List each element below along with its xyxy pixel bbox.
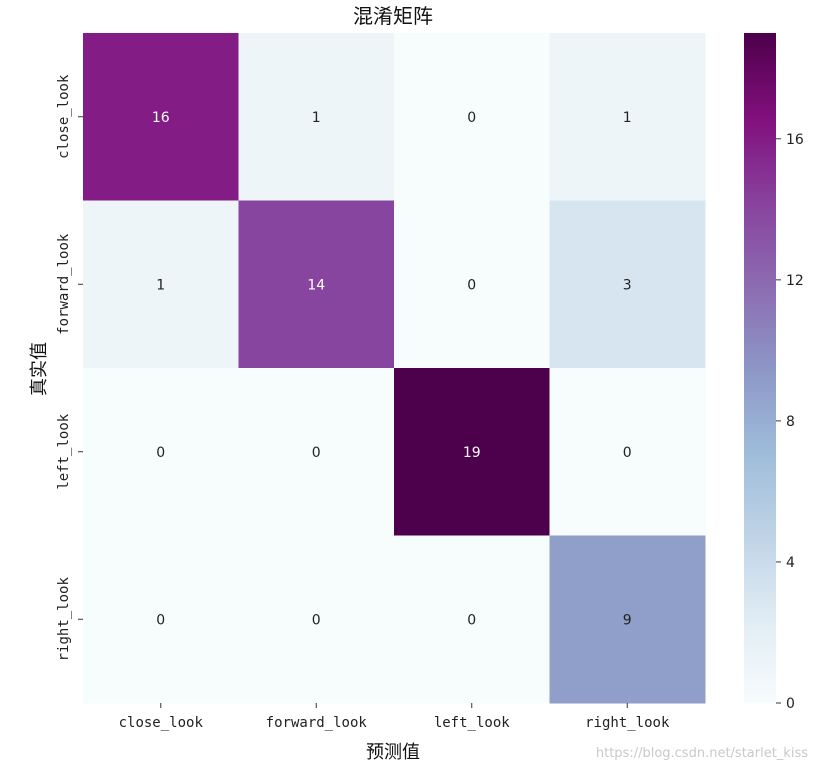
heatmap-cell: [394, 368, 550, 536]
cell-value-label: 0: [467, 277, 476, 293]
cell-value-label: 1: [156, 277, 165, 293]
cell-value-label: 14: [307, 277, 325, 293]
y-tick-label: left_look: [56, 413, 72, 489]
cell-value-label: 1: [623, 110, 632, 126]
cell-value-label: 0: [156, 445, 165, 461]
y-tick-label: right_look: [56, 577, 72, 662]
heatmap-cell: [83, 33, 239, 201]
colorbar-ticks: 0 4 8 12 16: [776, 132, 804, 712]
heatmap-cell: [238, 33, 395, 201]
x-axis-title: 预测值: [366, 742, 420, 763]
cell-value-label: 0: [467, 612, 476, 628]
cell-value-label: 0: [467, 110, 476, 126]
cell-value-label: 0: [312, 445, 321, 461]
heatmap-cell: [83, 200, 239, 369]
y-tick-label: close_look: [56, 74, 72, 159]
x-tick-label: right_look: [585, 715, 670, 731]
y-axis-ticks: close_look forward_look left_look right_loo…: [56, 74, 83, 661]
heatmap-cell: [549, 200, 706, 369]
y-axis-title: 真实值: [29, 342, 50, 396]
colorbar-tick-label: 0: [786, 696, 795, 712]
heatmap-cell: [549, 535, 706, 704]
y-tick-label: forward_look: [56, 233, 72, 335]
chart-title: 混淆矩阵: [353, 4, 433, 28]
cell-value-label: 9: [623, 612, 632, 628]
colorbar-tick-label: 12: [786, 273, 804, 289]
heatmap-cell: [238, 200, 395, 369]
x-tick-label: left_look: [434, 715, 510, 731]
colorbar: [744, 33, 776, 703]
heatmap-cell: [238, 535, 395, 704]
cell-value-label: 3: [623, 277, 632, 293]
cell-value-label: 0: [623, 445, 632, 461]
cell-value-label: 16: [152, 110, 170, 126]
heatmap-cell: [83, 535, 239, 704]
heatmap-cell: [238, 368, 395, 536]
x-tick-label: close_look: [119, 715, 204, 731]
colorbar-tick-label: 4: [786, 555, 795, 571]
colorbar-tick-label: 8: [786, 414, 795, 430]
heatmap-cell: [549, 33, 706, 201]
watermark-text: https://blog.csdn.net/starlet_kiss: [596, 746, 808, 761]
x-tick-label: forward_look: [266, 715, 368, 731]
x-axis-ticks: close_look forward_look left_look right_loo…: [119, 703, 670, 731]
heatmap-cell: [83, 368, 239, 536]
cell-value-label: 0: [156, 612, 165, 628]
heatmap-cell: [549, 368, 706, 536]
cell-value-label: 0: [312, 612, 321, 628]
heatmap-cell: [394, 535, 550, 704]
heatmap-cells: 16 1 0 1 1 14 0 3 0 0 19 0 0 0 0 9: [83, 33, 706, 704]
colorbar-tick-label: 16: [786, 132, 804, 148]
heatmap-cell: [394, 33, 550, 201]
cell-value-label: 19: [463, 445, 481, 461]
cell-value-label: 1: [312, 110, 321, 126]
heatmap-cell: [394, 200, 550, 369]
